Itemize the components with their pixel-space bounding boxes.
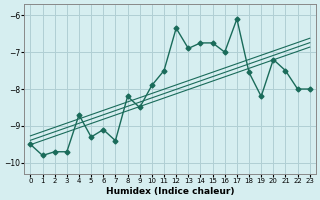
X-axis label: Humidex (Indice chaleur): Humidex (Indice chaleur) [106,187,234,196]
